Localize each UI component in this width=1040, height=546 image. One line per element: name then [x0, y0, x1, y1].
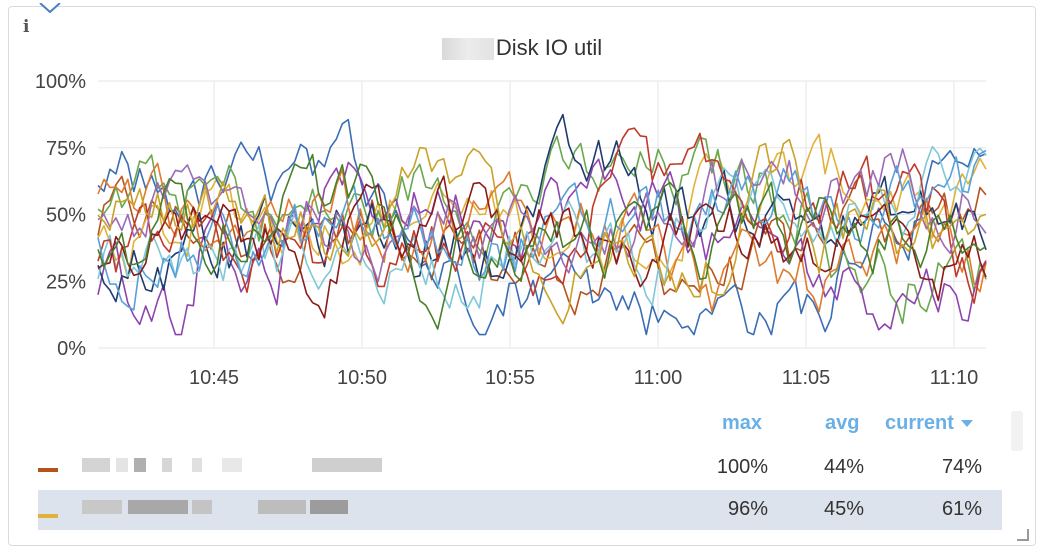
y-tick-label: 0%	[57, 338, 86, 360]
panel-resize-handle[interactable]	[1017, 529, 1029, 541]
legend-header-current-label: current	[885, 412, 954, 434]
legend-row[interactable]: 100% 44% 74%	[38, 448, 1002, 488]
panel-corner-marker	[39, 3, 61, 13]
series-line	[97, 175, 987, 319]
series-color-swatch	[38, 514, 58, 518]
x-tick-label: 10:50	[337, 367, 387, 389]
series-line	[97, 138, 987, 325]
legend-current-value: 61%	[941, 498, 982, 520]
disk-io-chart: 100% 75% 50% 25% 0% 10:45 10:50 10:55 11:00 11:0…	[35, 71, 987, 389]
series-line	[97, 158, 987, 336]
chart-series	[97, 113, 987, 336]
y-tick-label: 25%	[46, 271, 86, 293]
legend-avg-value: 44%	[823, 456, 864, 478]
series-line	[97, 162, 987, 313]
panel-title[interactable]: Disk IO util	[9, 35, 1035, 61]
y-tick-label: 100%	[35, 71, 86, 93]
y-tick-label: 50%	[46, 205, 86, 227]
series-name-redacted	[82, 458, 402, 478]
caret-down-icon	[961, 419, 974, 427]
x-tick-label: 11:10	[930, 367, 979, 389]
info-icon[interactable]: i	[23, 17, 30, 37]
legend-current-value: 74%	[941, 456, 982, 478]
legend-max-value: 100%	[716, 456, 768, 478]
series-line	[97, 148, 987, 283]
series-line	[97, 153, 987, 330]
x-tick-label: 11:00	[634, 367, 683, 389]
chart-grid	[98, 80, 986, 349]
series-line	[97, 118, 987, 336]
panel-title-text: Disk IO util	[495, 35, 603, 60]
series-color-swatch	[38, 468, 58, 472]
y-tick-label: 75%	[46, 138, 86, 160]
legend-max-value: 96%	[727, 498, 768, 520]
series-name-redacted	[82, 500, 402, 520]
legend-header-current[interactable]: current	[885, 412, 974, 435]
legend-header-avg[interactable]: avg	[825, 412, 860, 434]
legend-row-selected[interactable]: 96% 45% 61%	[38, 490, 1002, 530]
x-axis: 10:45 10:50 10:55 11:00 11:05 11:10	[189, 367, 978, 389]
title-redacted-prefix	[441, 38, 494, 61]
legend-header-max[interactable]: max	[722, 412, 763, 434]
series-line	[97, 113, 987, 303]
x-tick-label: 10:45	[189, 367, 239, 389]
x-tick-label: 10:55	[485, 367, 535, 389]
legend-avg-value: 45%	[823, 498, 864, 520]
y-axis: 100% 75% 50% 25% 0%	[35, 71, 86, 360]
legend-scrollbar[interactable]	[1011, 411, 1023, 451]
series-line	[97, 127, 987, 304]
x-tick-label: 11:05	[782, 367, 831, 389]
